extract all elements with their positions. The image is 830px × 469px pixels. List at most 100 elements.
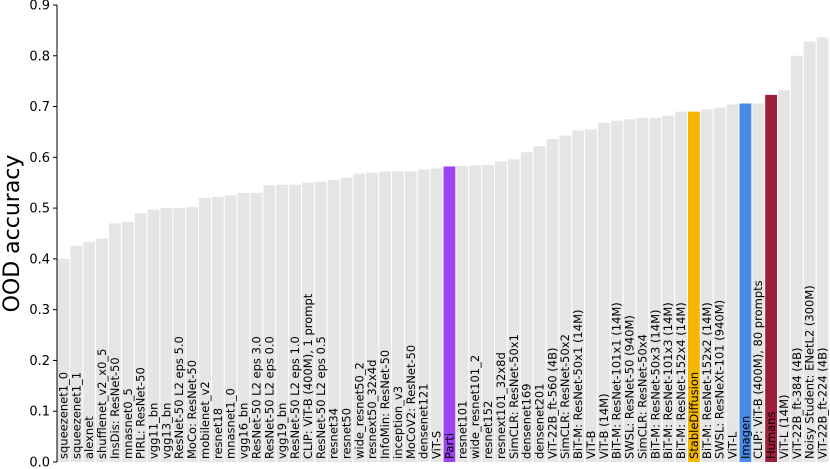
y-tick-label: 0.4 — [29, 252, 50, 267]
category-label: densenet121 — [417, 383, 431, 459]
category-label: Noisy Student: ENetL2 (300M) — [803, 285, 817, 459]
bar — [790, 55, 803, 462]
bar — [237, 192, 250, 462]
category-label: CLIP: ViT-B (400M), 1 prompt — [301, 293, 315, 459]
y-axis-title: OOD accuracy — [0, 155, 25, 313]
category-label: BiT-M: ResNet-152x2 (14M) — [700, 302, 714, 459]
bar — [482, 164, 494, 462]
category-label: ResNet-50 L2 eps 5.0 — [172, 336, 186, 459]
bar — [520, 152, 533, 462]
category-label: ResNet-50 L2 eps 0.0 — [262, 336, 276, 459]
category-label: SimCLR: ResNet-50x2 — [558, 334, 572, 459]
bar — [327, 180, 340, 462]
bar — [572, 130, 585, 463]
category-label: InsDis: ResNet-50 — [108, 357, 122, 459]
category-label: densenet201 — [533, 383, 547, 459]
category-label: squeezenet1_0 — [56, 372, 70, 459]
bar — [443, 166, 456, 462]
y-tick-label: 0.8 — [29, 49, 50, 64]
bar — [700, 109, 713, 462]
category-label: ViT-22B_ft-560 (4B) — [545, 348, 559, 460]
category-label: ViT-S — [430, 431, 444, 459]
category-label: MoCo: ResNet-50 — [185, 360, 199, 459]
category-label: ViT-L — [726, 431, 740, 459]
y-tick-label: 0.3 — [29, 303, 50, 318]
bar — [430, 168, 443, 462]
y-tick-label: 0.7 — [29, 100, 50, 115]
bar — [687, 111, 700, 462]
category-label: resnet18 — [211, 408, 225, 459]
category-label: ViT-22B_ft-384 (4B) — [790, 348, 804, 460]
y-axis: 0.0 0.1 0.2 0.3 0.4 0.5 0.6 0.7 0.8 0.9 — [29, 0, 58, 469]
bars-layer — [57, 37, 829, 463]
bar — [211, 196, 224, 462]
bar — [469, 165, 482, 462]
bar — [765, 94, 778, 462]
category-label: ResNet-50 L2 eps 3.0 — [249, 336, 263, 459]
bar — [147, 209, 160, 462]
bar — [199, 197, 211, 462]
category-label: ViT-22B_ft-224 (4B) — [816, 348, 830, 460]
category-label: wide_resnet50_2 — [352, 362, 366, 459]
category-label: resnet34 — [327, 408, 341, 459]
category-label: resnet50 — [340, 408, 354, 459]
bar — [649, 117, 662, 462]
y-tick-label: 0.9 — [29, 0, 50, 14]
bar — [494, 161, 507, 462]
bar — [224, 195, 237, 463]
bar — [713, 107, 726, 462]
category-label: vgg16_bn — [237, 403, 251, 459]
bar — [392, 171, 404, 463]
bar — [726, 104, 739, 463]
bar — [289, 184, 301, 462]
bar — [559, 135, 572, 462]
category-label: ViT-B (14M) — [597, 393, 611, 459]
y-tick-label: 0.0 — [29, 456, 50, 469]
bar — [263, 185, 276, 462]
category-label: resnet152 — [481, 401, 495, 459]
category-label: SWSL: ResNeXt-101 (940M) — [713, 300, 727, 459]
category-label: PIRL: ResNet-50 — [134, 367, 148, 459]
bar — [379, 171, 392, 463]
category-label: BiT-M: ResNet-50x3 (14M) — [648, 310, 662, 459]
category-label: SWSL: ResNet-50 (940M) — [623, 315, 637, 459]
bar — [250, 192, 263, 462]
category-label: ResNet-50 L2 eps 0.5 — [314, 336, 328, 459]
category-label: vgg11_bn — [147, 403, 161, 459]
bar — [186, 207, 199, 462]
bar — [276, 184, 289, 462]
category-label: mobilenet_v2 — [198, 381, 212, 459]
bar — [134, 213, 147, 462]
bar — [57, 258, 70, 462]
bar — [778, 90, 790, 462]
bar — [301, 182, 314, 462]
category-label: InfoMin: ResNet-50 — [378, 350, 392, 459]
bar — [752, 103, 765, 462]
category-label: CLIP: ViT-B (400M), 80 prompts — [751, 280, 765, 459]
category-label: BiT-M: ResNet-50x1 (14M) — [571, 310, 585, 459]
y-tick-label: 0.1 — [29, 405, 50, 420]
bar — [96, 238, 108, 462]
bar — [121, 221, 134, 462]
y-tick-label: 0.2 — [29, 354, 50, 369]
bar — [456, 165, 469, 462]
bar — [314, 181, 327, 462]
category-label: BiT-M: ResNet-101x3 (14M) — [661, 302, 675, 459]
category-label: alexnet — [82, 416, 96, 459]
bar — [533, 146, 546, 462]
bar — [353, 173, 366, 462]
bar — [662, 115, 675, 462]
category-label: squeezenet1_1 — [69, 372, 83, 459]
category-label: mnasnet1_0 — [224, 388, 238, 459]
category-label: Parti — [442, 433, 456, 459]
bar — [366, 172, 379, 462]
bar — [70, 245, 83, 462]
bar — [173, 208, 186, 462]
category-label: resnext101_32x8d — [494, 352, 508, 459]
bar — [610, 120, 623, 463]
bar — [636, 117, 649, 462]
category-labels-layer: squeezenet1_0squeezenet1_1alexnetshuffle… — [56, 280, 829, 459]
category-label: Imagen — [738, 416, 752, 459]
bar — [803, 41, 816, 463]
